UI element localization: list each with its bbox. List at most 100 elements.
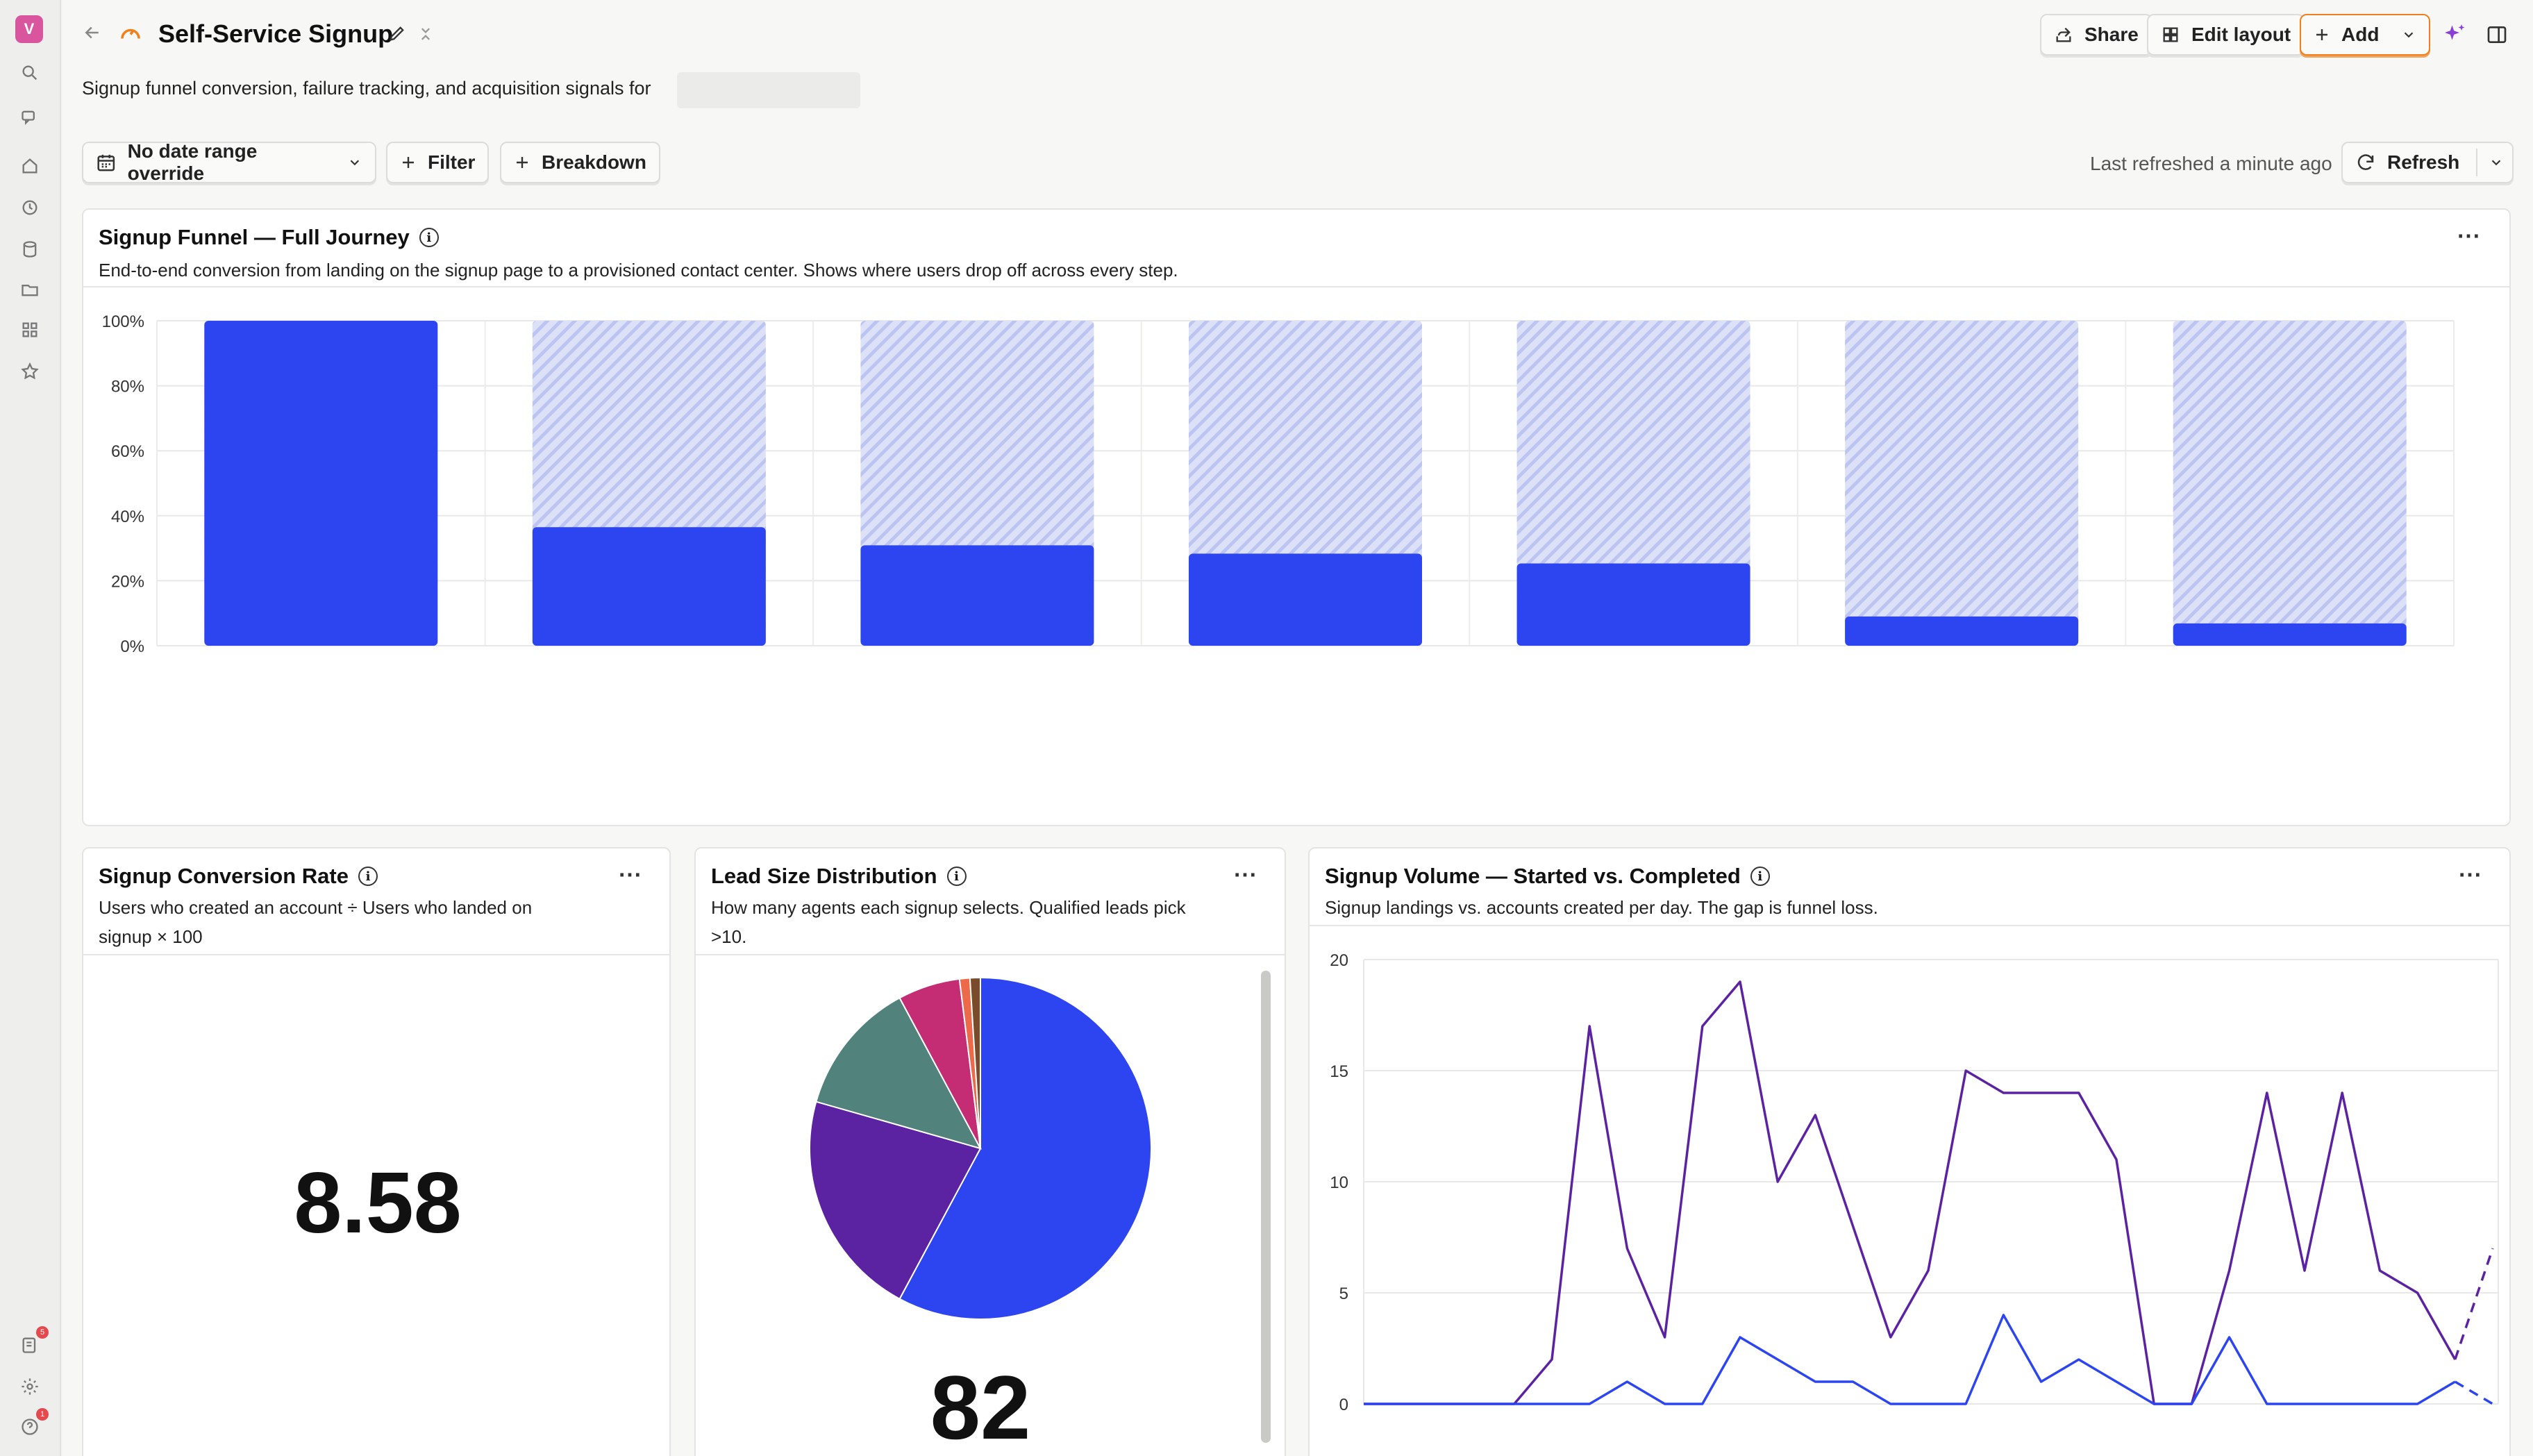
- y-tick-label: 0%: [120, 637, 144, 656]
- pie-slice: [898, 976, 1152, 1320]
- conversion-more-menu[interactable]: ⋯: [618, 862, 643, 888]
- info-icon[interactable]: i: [1750, 867, 1770, 886]
- edit-layout-label: Edit layout: [2191, 24, 2291, 45]
- lead-description-1: How many agents each signup selects. Qua…: [711, 897, 1186, 918]
- info-icon[interactable]: i: [419, 228, 439, 247]
- search-icon[interactable]: [15, 58, 44, 87]
- funnel-title: Signup Funnel — Full Journey: [99, 225, 410, 249]
- conversion-title-wrap: Signup Conversion Rate i: [99, 864, 378, 889]
- y-tick-label: 40%: [111, 508, 144, 526]
- apps-icon[interactable]: [15, 315, 44, 344]
- volume-description: Signup landings vs. accounts created per…: [1325, 897, 1878, 918]
- divider: [83, 954, 669, 955]
- breakdown-button[interactable]: Breakdown: [500, 142, 660, 183]
- lead-size-card: Lead Size Distribution i ⋯ How many agen…: [694, 847, 1286, 1456]
- funnel-bar: [1189, 553, 1422, 646]
- sparkle-ai-icon[interactable]: [2443, 22, 2468, 47]
- back-arrow-icon[interactable]: [82, 22, 103, 43]
- page-title[interactable]: Self-Service Signup: [158, 19, 394, 48]
- conversion-description-1: Users who created an account ÷ Users who…: [99, 897, 533, 918]
- page-subtitle: Signup funnel conversion, failure tracki…: [82, 78, 651, 99]
- home-icon[interactable]: [15, 151, 44, 181]
- plus-icon: [2316, 29, 2327, 40]
- filter-button[interactable]: Filter: [386, 142, 490, 183]
- funnel-card: Signup Funnel — Full Journey i ⋯ End-to-…: [82, 208, 2511, 826]
- series-line-incomplete: [2454, 1248, 2494, 1360]
- info-icon[interactable]: i: [358, 867, 378, 886]
- share-button[interactable]: Share: [2040, 14, 2152, 56]
- share-icon: [2056, 27, 2071, 42]
- redacted-field: [677, 72, 860, 108]
- lead-more-menu[interactable]: ⋯: [1233, 862, 1258, 888]
- conversion-value: 8.58: [294, 1155, 462, 1251]
- info-icon[interactable]: i: [946, 867, 967, 886]
- funnel-bar: [1516, 563, 1750, 646]
- volume-title-wrap: Signup Volume — Started vs. Completed i: [1325, 864, 1770, 889]
- funnel-chart: 100% 80% 60% 40% 20% 0%: [102, 312, 2455, 656]
- date-range-label: No date range override: [127, 140, 258, 184]
- funnel-bar: [532, 527, 766, 646]
- conversion-title: Signup Conversion Rate: [99, 864, 349, 888]
- refresh-label: Refresh: [2387, 151, 2460, 173]
- y-tick-label: 20: [1330, 951, 1348, 970]
- funnel-bar: [1845, 616, 2079, 646]
- y-tick-label: 80%: [111, 378, 144, 396]
- settings-icon[interactable]: [15, 1372, 44, 1401]
- funnel-bar: [860, 545, 1094, 646]
- series-line: [1364, 980, 2457, 1405]
- lead-description-2: >10.: [711, 926, 747, 947]
- funnel-bar: [204, 321, 438, 646]
- refresh-icon: [2357, 154, 2374, 170]
- main: Self-Service Signup Signup funnel conver…: [62, 0, 2533, 1456]
- y-tick-label: 20%: [111, 572, 144, 591]
- series-line: [1364, 1314, 2456, 1405]
- chevron-down-icon[interactable]: [2401, 27, 2416, 42]
- notification-badge: 5: [36, 1326, 49, 1339]
- divider: [1310, 925, 2509, 926]
- dashboard-gauge-icon: [118, 21, 143, 46]
- refresh-button[interactable]: Refresh: [2341, 142, 2514, 183]
- share-label: Share: [2084, 24, 2139, 45]
- add-button[interactable]: Add: [2300, 14, 2431, 56]
- volume-more-menu[interactable]: ⋯: [2458, 862, 2483, 888]
- divider: [696, 954, 1285, 955]
- divider: [83, 286, 2509, 287]
- y-tick-label: 100%: [102, 312, 144, 331]
- y-tick-label: 5: [1339, 1285, 1348, 1303]
- help-badge: 1: [36, 1408, 49, 1421]
- volume-title: Signup Volume — Started vs. Completed: [1325, 864, 1741, 888]
- database-icon[interactable]: [15, 235, 44, 264]
- help-icon[interactable]: [15, 1412, 44, 1441]
- edit-layout-button[interactable]: Edit layout: [2147, 14, 2305, 56]
- pencil-icon[interactable]: [387, 24, 407, 43]
- folder-icon[interactable]: [15, 275, 44, 304]
- chevron-down-icon[interactable]: [2489, 155, 2504, 170]
- lead-total: 82: [930, 1357, 1031, 1456]
- volume-line-chart: 20 15 10 5 0: [1330, 951, 2499, 1414]
- chat-icon[interactable]: [15, 103, 44, 132]
- pie-slice: [969, 976, 981, 1149]
- lead-title: Lead Size Distribution: [711, 864, 937, 888]
- funnel-title-wrap: Signup Funnel — Full Journey i: [99, 225, 439, 250]
- lead-pie-chart: [809, 976, 1152, 1320]
- sidebar: V 5 1: [0, 0, 61, 1456]
- plus-icon: [403, 157, 414, 168]
- signup-volume-card: Signup Volume — Started vs. Completed i …: [1308, 847, 2511, 1456]
- collapse-chevrons-icon[interactable]: [418, 25, 433, 43]
- side-panel-icon[interactable]: [2486, 24, 2508, 46]
- pie-slice: [815, 996, 982, 1150]
- last-refreshed-text: Last refreshed a minute ago: [2090, 153, 2332, 174]
- lead-title-wrap: Lead Size Distribution i: [711, 864, 967, 889]
- funnel-more-menu[interactable]: ⋯: [2457, 223, 2482, 249]
- funnel-bar-remaining: [1845, 321, 2079, 646]
- clock-icon[interactable]: [15, 193, 44, 222]
- date-range-button[interactable]: No date range override: [82, 140, 376, 184]
- funnel-description: End-to-end conversion from landing on th…: [99, 260, 1178, 281]
- avatar[interactable]: V: [15, 15, 43, 43]
- star-icon[interactable]: [15, 357, 44, 386]
- notes-icon[interactable]: [15, 1330, 44, 1359]
- conversion-rate-card: Signup Conversion Rate i ⋯ Users who cre…: [82, 847, 671, 1456]
- scroll-thumb[interactable]: [1261, 971, 1271, 1443]
- series-line-incomplete: [2454, 1380, 2493, 1405]
- filter-label: Filter: [428, 151, 476, 173]
